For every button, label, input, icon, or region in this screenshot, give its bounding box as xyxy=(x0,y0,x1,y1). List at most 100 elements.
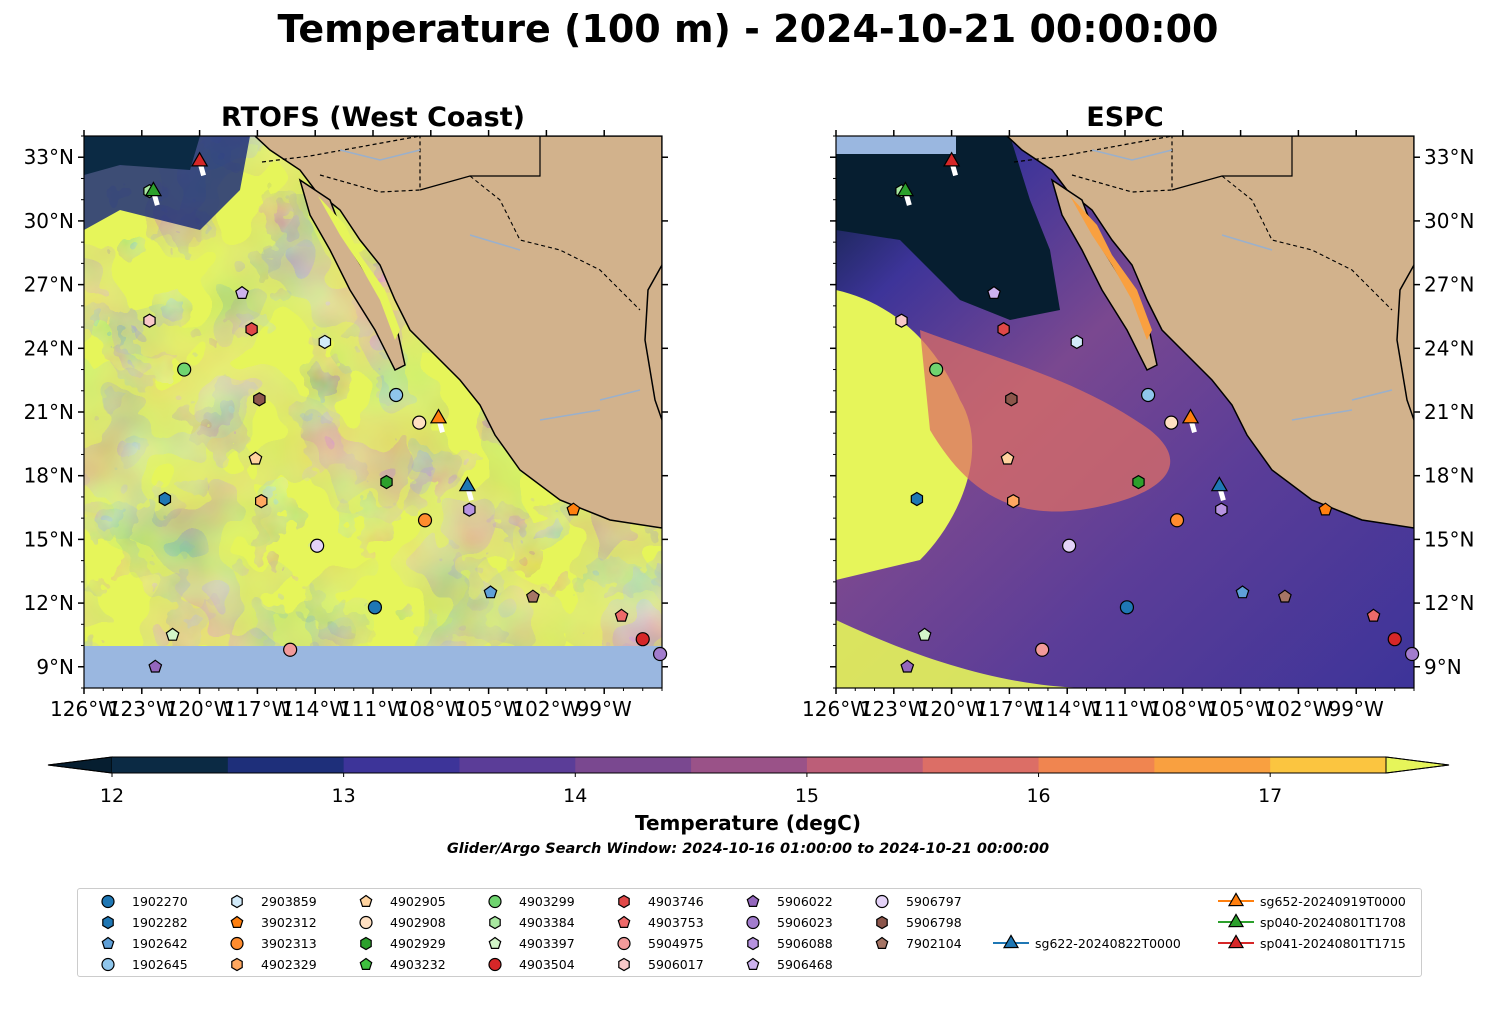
legend-item: 7902104 xyxy=(862,933,962,953)
x-tick-label: 114°W xyxy=(281,697,349,721)
x-tick-label: 114°W xyxy=(1033,697,1101,721)
marker-4903753 xyxy=(614,608,629,622)
pentagon-marker-icon xyxy=(101,936,115,949)
legend-item: 4903384 xyxy=(475,912,575,932)
legend-item: 4903746 xyxy=(604,891,704,911)
marker-5906468 xyxy=(235,285,249,299)
hexagon-marker-icon xyxy=(489,915,501,930)
colorbar-segment xyxy=(1270,757,1387,773)
marker-5906017 xyxy=(895,313,908,328)
legend-item: 4902329 xyxy=(217,954,317,974)
y-tick-label: 27°N xyxy=(1424,273,1474,297)
legend-marker-4902908 xyxy=(359,915,373,930)
legend-item: 2903859 xyxy=(217,891,317,911)
marker-7902104 xyxy=(1277,589,1292,603)
colorbar-tick-label: 13 xyxy=(332,785,356,807)
colorbar-tick-label: 12 xyxy=(100,785,124,807)
legend-label: 4903232 xyxy=(390,956,446,972)
legend-marker-4903504 xyxy=(488,957,502,972)
legend-label: sg622-20240822T0000 xyxy=(1035,935,1181,951)
colorbar-segment xyxy=(806,757,924,773)
hexagon-marker-icon xyxy=(747,936,759,951)
pentagon-marker-icon xyxy=(488,936,502,949)
y-tick-label: 9°N xyxy=(36,655,74,679)
legend-label: 4902908 xyxy=(390,914,446,930)
legend-item: 4903232 xyxy=(346,954,446,974)
circle-marker-icon xyxy=(101,957,115,972)
legend-item: 1902645 xyxy=(88,954,188,974)
legend-item: 4903753 xyxy=(604,912,704,932)
legend-marker-1902282 xyxy=(102,915,114,930)
marker-4903504 xyxy=(1387,632,1402,647)
legend-item: 4902905 xyxy=(346,891,446,911)
legend-label: 5904975 xyxy=(648,935,704,951)
legend-marker-4902329 xyxy=(231,957,243,972)
legend-item: 4903299 xyxy=(475,891,575,911)
legend-label: 4903504 xyxy=(519,956,575,972)
hexagon-marker-icon xyxy=(618,957,630,972)
legend-marker-4903397 xyxy=(488,936,502,949)
legend-item: 3902312 xyxy=(217,912,317,932)
legend-marker-2903859 xyxy=(231,894,243,909)
legend-label: 5906088 xyxy=(777,935,833,951)
y-tick-label: 15°N xyxy=(1424,527,1474,551)
marker-1902270 xyxy=(367,600,383,615)
circle-marker-icon xyxy=(488,957,502,972)
legend-label: 5906468 xyxy=(777,956,833,972)
legend-item: sg622-20240822T0000 xyxy=(991,933,1181,953)
y-tick-label: 30°N xyxy=(24,209,74,233)
legend-item: sp041-20240801T1715 xyxy=(1216,933,1406,953)
colorbar-segment xyxy=(227,757,345,773)
marker-5906022 xyxy=(900,659,915,673)
legend-item: 4902908 xyxy=(346,912,446,932)
circle-marker-icon xyxy=(746,915,760,930)
legend-item: 3902313 xyxy=(217,933,317,953)
legend-marker-4902905 xyxy=(359,894,373,907)
marker-4903397 xyxy=(917,627,932,641)
marker-1902645 xyxy=(389,387,404,403)
search-window-note: Glider/Argo Search Window: 2024-10-16 01… xyxy=(447,841,1049,857)
legend-label: 1902270 xyxy=(132,893,188,909)
marker-4903299 xyxy=(177,362,192,377)
espc-axes: 126°W123°W120°W117°W114°W111°W108°W105°W… xyxy=(802,130,1474,721)
colorbar-segment xyxy=(1038,757,1155,773)
pentagon-marker-icon xyxy=(359,894,373,907)
marker-4902329 xyxy=(255,494,268,509)
legend-label: 4903384 xyxy=(519,914,575,930)
legend-label: 4902905 xyxy=(390,893,446,909)
rtofs-axes: 126°W123°W120°W117°W114°W111°W108°W105°W… xyxy=(24,130,668,721)
marker-sg652-20240919T0000 xyxy=(429,408,448,424)
marker-5904975 xyxy=(1035,642,1050,657)
legend-item: 5906088 xyxy=(733,933,833,953)
legend-label: 4903746 xyxy=(648,893,704,909)
marker-sg652-20240919T0000 xyxy=(1181,408,1200,424)
x-tick-label: 105°W xyxy=(1207,697,1275,721)
panel-rtofs-title: RTOFS (West Coast) xyxy=(221,102,525,133)
marker-3902313 xyxy=(1169,513,1185,528)
marker-4902329 xyxy=(1007,494,1020,509)
legend-marker-3902313 xyxy=(230,936,244,951)
y-tick-label: 12°N xyxy=(1424,591,1474,615)
legend-marker-1902270 xyxy=(101,894,115,909)
legend-marker-3902312 xyxy=(230,915,244,928)
rtofs-field xyxy=(84,136,662,688)
legend-label: 5906023 xyxy=(777,914,833,930)
marker-sp040-20240801T1708 xyxy=(144,181,163,197)
legend-item: 1902270 xyxy=(88,891,188,911)
marker-3902312 xyxy=(566,502,581,516)
marker-5904975 xyxy=(283,642,298,657)
legend-marker-4903232 xyxy=(359,957,373,970)
y-tick-label: 21°N xyxy=(24,400,74,424)
colorbar-segment xyxy=(575,757,692,773)
marker-4903504 xyxy=(635,632,650,647)
pentagon-marker-icon xyxy=(359,957,373,970)
rtofs-markers xyxy=(143,151,668,673)
espc-markers xyxy=(895,151,1420,673)
hexagon-marker-icon xyxy=(618,894,630,909)
triangle-marker-icon xyxy=(993,934,1029,949)
x-tick-label: 111°W xyxy=(1091,697,1159,721)
legend-marker-sp040-20240801T1708 xyxy=(1227,913,1245,928)
marker-1902642 xyxy=(483,585,498,599)
legend-marker-1902642 xyxy=(101,936,115,949)
marker-sp040-20240801T1708 xyxy=(896,181,915,197)
